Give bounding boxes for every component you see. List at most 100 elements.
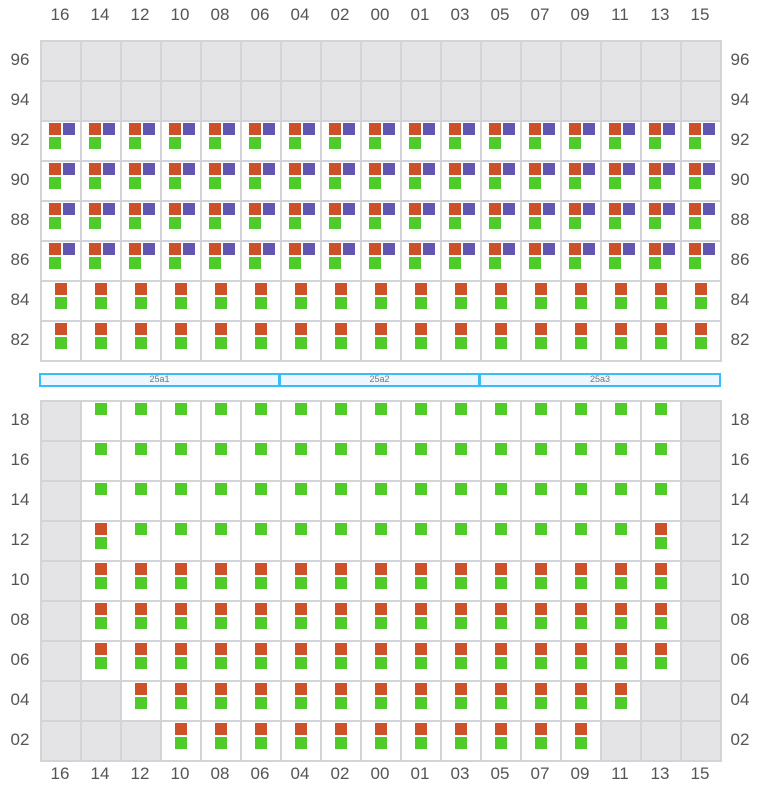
seat-cell[interactable]	[121, 281, 161, 321]
seat-cell[interactable]	[321, 721, 361, 761]
seat-cell[interactable]	[41, 201, 81, 241]
seat-cell[interactable]	[441, 721, 481, 761]
seat-cell[interactable]	[81, 641, 121, 681]
seat-cell[interactable]	[641, 481, 681, 521]
seat-cell[interactable]	[321, 121, 361, 161]
seat-cell[interactable]	[361, 401, 401, 441]
seat-cell[interactable]	[241, 721, 281, 761]
seat-cell[interactable]	[481, 401, 521, 441]
seat-cell[interactable]	[441, 641, 481, 681]
seat-cell[interactable]	[561, 201, 601, 241]
seat-cell[interactable]	[81, 601, 121, 641]
seat-cell[interactable]	[361, 721, 401, 761]
seat-cell[interactable]	[521, 481, 561, 521]
seat-cell[interactable]	[201, 481, 241, 521]
seat-cell[interactable]	[521, 201, 561, 241]
seat-cell[interactable]	[481, 561, 521, 601]
seat-cell[interactable]	[561, 281, 601, 321]
seat-cell[interactable]	[441, 401, 481, 441]
seat-cell[interactable]	[441, 561, 481, 601]
seat-cell[interactable]	[241, 401, 281, 441]
seat-cell[interactable]	[481, 481, 521, 521]
seat-cell[interactable]	[401, 641, 441, 681]
seat-cell[interactable]	[161, 401, 201, 441]
seat-cell[interactable]	[121, 321, 161, 361]
seat-cell[interactable]	[281, 241, 321, 281]
seat-cell[interactable]	[641, 281, 681, 321]
seat-cell[interactable]	[81, 481, 121, 521]
seat-cell[interactable]	[481, 521, 521, 561]
seat-cell[interactable]	[361, 601, 401, 641]
seat-cell[interactable]	[241, 161, 281, 201]
seat-cell[interactable]	[481, 721, 521, 761]
seat-cell[interactable]	[561, 161, 601, 201]
seat-cell[interactable]	[481, 201, 521, 241]
seat-cell[interactable]	[81, 161, 121, 201]
seat-cell[interactable]	[521, 721, 561, 761]
seat-cell[interactable]	[401, 601, 441, 641]
seat-cell[interactable]	[81, 521, 121, 561]
seat-cell[interactable]	[401, 481, 441, 521]
seat-cell[interactable]	[641, 401, 681, 441]
seat-cell[interactable]	[521, 561, 561, 601]
seat-cell[interactable]	[401, 441, 441, 481]
seat-cell[interactable]	[241, 561, 281, 601]
seat-cell[interactable]	[401, 561, 441, 601]
seat-cell[interactable]	[521, 121, 561, 161]
seat-cell[interactable]	[281, 441, 321, 481]
seat-cell[interactable]	[481, 161, 521, 201]
seat-cell[interactable]	[601, 681, 641, 721]
seat-cell[interactable]	[641, 601, 681, 641]
seat-cell[interactable]	[401, 401, 441, 441]
seat-cell[interactable]	[561, 121, 601, 161]
seat-cell[interactable]	[681, 201, 721, 241]
seat-cell[interactable]	[641, 321, 681, 361]
seat-cell[interactable]	[161, 601, 201, 641]
seat-cell[interactable]	[441, 441, 481, 481]
seat-cell[interactable]	[601, 641, 641, 681]
seat-cell[interactable]	[201, 161, 241, 201]
seat-cell[interactable]	[561, 241, 601, 281]
seat-cell[interactable]	[361, 641, 401, 681]
seat-cell[interactable]	[561, 481, 601, 521]
seat-cell[interactable]	[281, 321, 321, 361]
seat-cell[interactable]	[121, 161, 161, 201]
seat-cell[interactable]	[681, 121, 721, 161]
seat-cell[interactable]	[441, 161, 481, 201]
seat-cell[interactable]	[361, 281, 401, 321]
seat-cell[interactable]	[561, 561, 601, 601]
seat-cell[interactable]	[201, 641, 241, 681]
seat-cell[interactable]	[361, 441, 401, 481]
seat-cell[interactable]	[641, 521, 681, 561]
seat-cell[interactable]	[241, 441, 281, 481]
seat-cell[interactable]	[201, 601, 241, 641]
seat-cell[interactable]	[441, 601, 481, 641]
seat-cell[interactable]	[521, 521, 561, 561]
seat-cell[interactable]	[241, 121, 281, 161]
seat-cell[interactable]	[361, 521, 401, 561]
seat-cell[interactable]	[81, 561, 121, 601]
seat-cell[interactable]	[281, 561, 321, 601]
seat-cell[interactable]	[361, 561, 401, 601]
seat-cell[interactable]	[481, 441, 521, 481]
seat-cell[interactable]	[561, 521, 601, 561]
seat-cell[interactable]	[281, 201, 321, 241]
seat-cell[interactable]	[521, 401, 561, 441]
seat-cell[interactable]	[201, 321, 241, 361]
seat-cell[interactable]	[121, 681, 161, 721]
seat-cell[interactable]	[41, 161, 81, 201]
seat-cell[interactable]	[601, 241, 641, 281]
seat-cell[interactable]	[641, 441, 681, 481]
seat-cell[interactable]	[321, 641, 361, 681]
seat-cell[interactable]	[121, 441, 161, 481]
seat-cell[interactable]	[641, 561, 681, 601]
seat-cell[interactable]	[201, 441, 241, 481]
seat-cell[interactable]	[481, 321, 521, 361]
zone-25a3[interactable]: 25a3	[480, 373, 721, 387]
seat-cell[interactable]	[161, 641, 201, 681]
seat-cell[interactable]	[281, 681, 321, 721]
seat-cell[interactable]	[441, 121, 481, 161]
seat-cell[interactable]	[201, 561, 241, 601]
seat-cell[interactable]	[241, 601, 281, 641]
seat-cell[interactable]	[321, 441, 361, 481]
